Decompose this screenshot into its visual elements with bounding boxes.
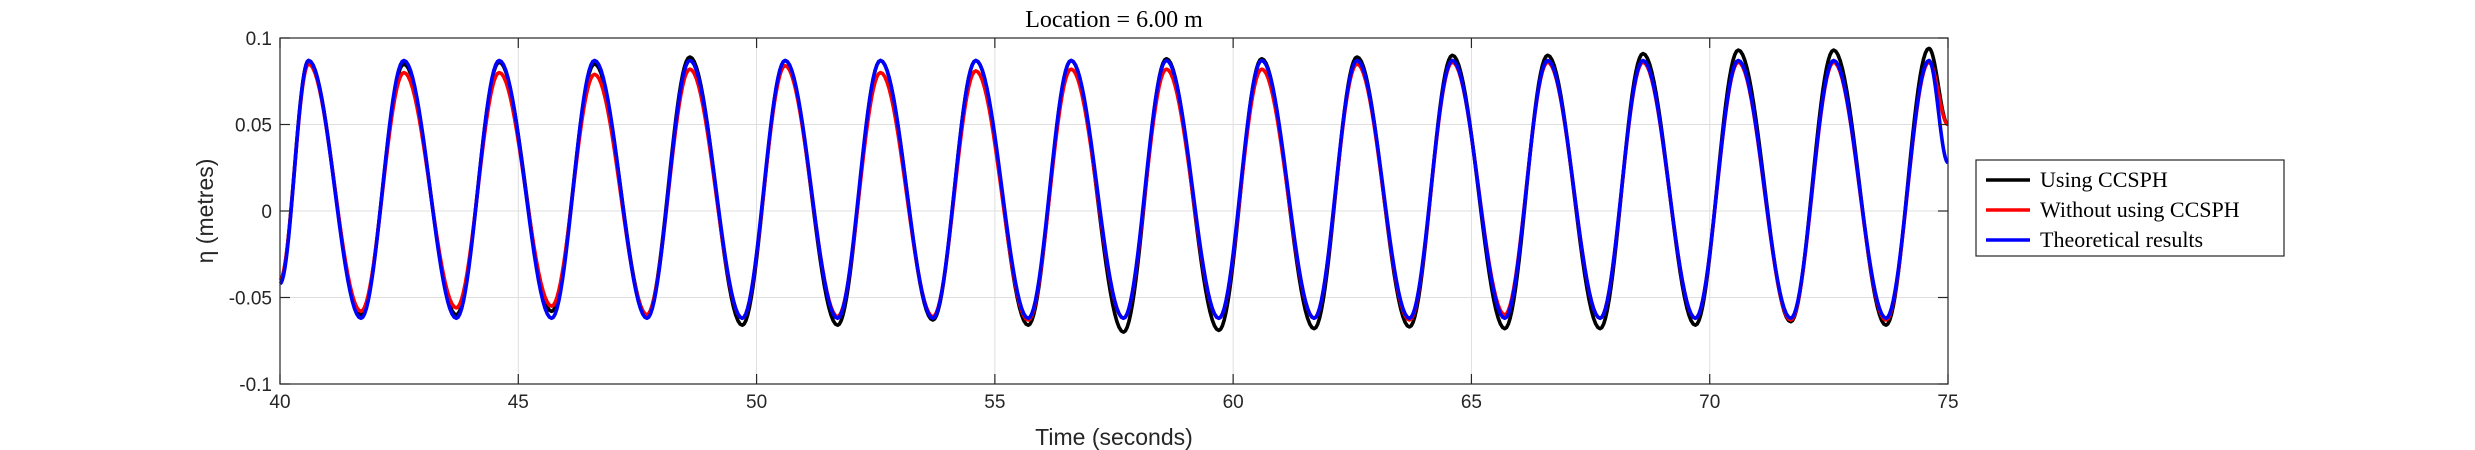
legend-box [1975, 159, 2285, 257]
chart-title: Location = 6.00 m [1025, 7, 1203, 33]
x-tick-label: 70 [1699, 392, 1720, 413]
y-tick-label: 0 [261, 202, 272, 223]
tick-marks [279, 37, 1949, 385]
y-tick-label: 0.05 [235, 116, 272, 137]
tick-labels: 40 45 50 55 60 65 70 75 -0.1 -0.05 0 0.05 0.1 [229, 29, 1959, 413]
x-tick-label: 75 [1937, 392, 1958, 413]
y-tick-label: 0.1 [246, 29, 272, 50]
legend: Using CCSPH Without using CCSPH Theoretica… [1975, 159, 2285, 257]
y-axis-label: η (metres) [192, 159, 218, 264]
x-axis-label: Time (seconds) [1035, 424, 1193, 450]
legend-label-theoretical-results: Theoretical results [2040, 227, 2203, 252]
x-tick-label: 45 [508, 392, 529, 413]
y-tick-label: -0.05 [229, 289, 272, 310]
legend-label-using-ccsph: Using CCSPH [2040, 167, 2168, 192]
y-tick-label: -0.1 [239, 375, 272, 396]
x-tick-label: 40 [269, 392, 290, 413]
x-tick-label: 60 [1223, 392, 1244, 413]
series-line-using-ccsph [278, 46, 1950, 334]
series-line-theoretical-results [278, 58, 1950, 321]
legend-label-without-using-ccsph: Without using CCSPH [2040, 197, 2240, 222]
x-tick-label: 50 [746, 392, 767, 413]
series-layer [278, 46, 1950, 334]
x-tick-label: 65 [1461, 392, 1482, 413]
x-tick-label: 55 [984, 392, 1005, 413]
